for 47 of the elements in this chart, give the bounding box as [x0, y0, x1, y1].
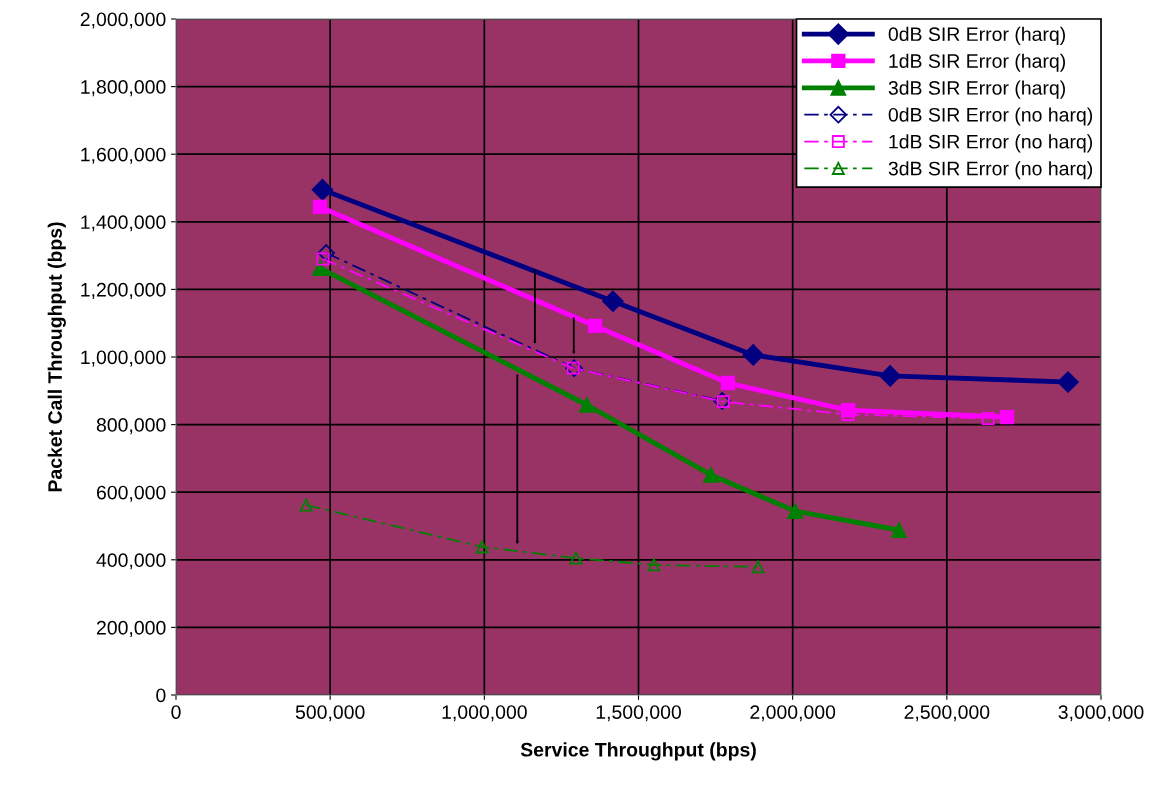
legend-label: 3dB SIR Error (no harq) — [888, 161, 1093, 180]
legend-label: 1dB SIR Error (harq) — [889, 53, 1065, 72]
point — [602, 290, 624, 312]
point — [999, 410, 1015, 425]
x-tick-label: 1,000,000 — [442, 705, 527, 722]
y-tick-label: 0 — [156, 688, 166, 703]
point — [579, 397, 595, 413]
point — [647, 558, 661, 572]
point — [720, 375, 736, 391]
point — [587, 318, 603, 334]
y-tick-label: 1,200,000 — [81, 282, 166, 299]
y-axis-title: Packet Call Throughput (bps) — [47, 222, 66, 492]
point — [891, 522, 907, 538]
x-tick-label: 500,000 — [295, 705, 365, 722]
point — [299, 498, 313, 512]
y-tick-label: 1,000,000 — [81, 350, 166, 367]
y-tick-label: 600,000 — [96, 485, 166, 502]
y-tick-label: 2,000,000 — [80, 12, 166, 29]
point — [569, 551, 583, 565]
x-tick-label: 2,500,000 — [904, 705, 990, 722]
point — [312, 260, 328, 276]
y-tick-label: 800,000 — [96, 418, 166, 435]
y-tick-label: 200,000 — [96, 620, 166, 637]
point — [312, 199, 328, 215]
point — [787, 503, 803, 519]
legend-label: 3dB SIR Error (harq) — [888, 80, 1065, 99]
legend-label: 0dB SIR Error (harq) — [888, 26, 1065, 45]
x-axis-title: Service Throughput (bps) — [520, 742, 756, 761]
x-tick-label: 1,500,000 — [596, 705, 681, 722]
point — [311, 178, 334, 201]
x-tick-label: 0 — [171, 705, 181, 719]
point — [879, 365, 901, 387]
x-tick-label: 2,000,000 — [750, 705, 836, 722]
y-tick-label: 1,800,000 — [81, 80, 166, 97]
y-tick-label: 1,600,000 — [81, 147, 166, 164]
legend-label: 0dB SIR Error (no harq) — [888, 107, 1093, 126]
x-tick-label: 3,000,000 — [1058, 705, 1144, 722]
point — [703, 467, 719, 483]
point — [981, 412, 995, 425]
y-tick-label: 1,400,000 — [81, 215, 166, 232]
point — [1057, 371, 1079, 393]
point — [475, 540, 489, 554]
legend-label: 1dB SIR Error (no harq) — [889, 134, 1093, 153]
point — [751, 560, 765, 574]
y-tick-label: 400,000 — [96, 553, 166, 570]
point — [317, 244, 335, 262]
point — [742, 344, 764, 366]
